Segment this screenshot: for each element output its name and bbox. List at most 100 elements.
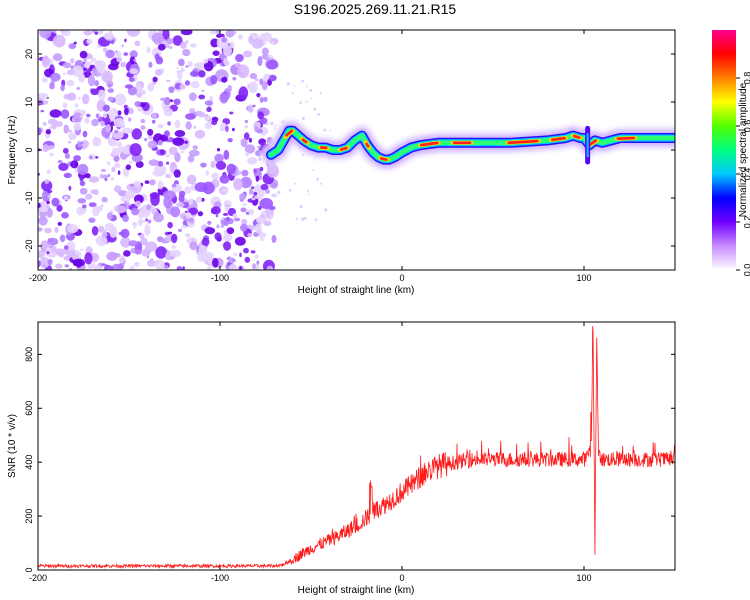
noise-blob <box>148 159 159 167</box>
noise-blob <box>221 188 229 194</box>
noise-blob <box>105 123 112 133</box>
noise-blob <box>113 118 125 128</box>
noise-blob <box>244 144 256 154</box>
noise-speck <box>307 189 310 192</box>
spectrogram-y-tick-label: 10 <box>24 97 34 107</box>
noise-blob <box>204 100 214 106</box>
noise-blob <box>61 212 69 219</box>
noise-blob <box>47 237 59 246</box>
signal-hot-red <box>572 134 581 139</box>
noise-blob <box>127 86 138 96</box>
noise-blob <box>266 59 279 70</box>
noise-blob <box>134 200 142 207</box>
noise-blob <box>39 30 52 39</box>
noise-blob <box>100 204 104 208</box>
colorbar-tick-label: 0.0 <box>742 264 750 277</box>
noise-blob <box>181 224 187 229</box>
noise-blob <box>62 147 69 154</box>
noise-blob <box>190 43 197 48</box>
noise-blob <box>66 241 76 251</box>
noise-blob <box>182 49 191 57</box>
noise-blob <box>103 265 114 270</box>
noise-blob <box>63 172 72 179</box>
noise-blob <box>47 118 58 125</box>
figure-title: S196.2025.269.11.21.R15 <box>294 1 457 17</box>
noise-blob <box>247 157 258 165</box>
noise-blob <box>58 162 69 171</box>
noise-blob <box>241 169 249 177</box>
noise-blob <box>263 96 268 102</box>
noise-blob <box>210 206 221 215</box>
noise-blob <box>106 161 111 166</box>
noise-blob <box>140 237 148 246</box>
noise-blob <box>44 179 50 185</box>
noise-blob <box>187 61 193 67</box>
noise-blob <box>144 137 148 142</box>
snr-y-tick-label: 200 <box>24 509 34 524</box>
noise-blob <box>46 251 50 255</box>
colorbar-tick-label: 0.8 <box>742 72 750 85</box>
noise-speck <box>301 217 305 221</box>
snr-y-tick-label: 600 <box>24 401 34 416</box>
noise-blob <box>107 63 119 71</box>
noise-blob <box>128 240 139 247</box>
noise-blob <box>222 233 233 242</box>
noise-blob <box>241 218 248 225</box>
noise-blob <box>117 170 121 175</box>
noise-blob <box>204 115 212 121</box>
noise-blob <box>39 92 49 100</box>
noise-blob <box>221 37 227 43</box>
noise-speck <box>324 208 328 212</box>
noise-blob <box>256 216 267 224</box>
noise-speck <box>319 92 322 95</box>
noise-blob <box>259 96 264 103</box>
noise-speck <box>273 127 276 130</box>
noise-blob <box>202 181 215 195</box>
noise-blob <box>194 62 206 69</box>
noise-speck <box>295 217 298 220</box>
noise-blob <box>157 139 163 146</box>
snr-frame <box>37 321 676 571</box>
noise-blob <box>147 259 156 267</box>
noise-blob <box>259 198 274 209</box>
noise-blob <box>47 258 53 266</box>
noise-blob <box>44 100 49 105</box>
noise-blob <box>238 34 243 40</box>
noise-blob <box>95 113 99 118</box>
noise-blob <box>102 174 109 179</box>
noise-blob <box>79 176 84 182</box>
noise-speck <box>299 101 302 104</box>
noise-blob <box>198 70 206 78</box>
noise-blob <box>46 200 50 205</box>
noise-blob <box>145 218 148 222</box>
noise-blob <box>79 50 88 59</box>
noise-blob <box>90 57 97 63</box>
noise-blob <box>178 190 186 197</box>
noise-blob <box>92 254 97 261</box>
colorbar-tick-label: 0.4 <box>742 168 750 181</box>
noise-blob <box>189 241 198 251</box>
noise-blob <box>54 226 59 233</box>
noise-blob <box>136 106 143 112</box>
snr-y-label: SNR (10 * v/v) <box>7 414 18 478</box>
noise-blob <box>157 123 164 129</box>
noise-blob <box>184 210 188 213</box>
noise-blob <box>266 164 280 178</box>
noise-blob <box>85 193 93 200</box>
noise-blob <box>223 200 232 209</box>
noise-blob <box>147 140 158 149</box>
noise-blob <box>179 84 186 90</box>
noise-blob <box>257 56 263 67</box>
noise-blob <box>259 237 264 242</box>
snr-x-label: Height of straight line (km) <box>298 585 415 596</box>
noise-blob <box>91 226 99 236</box>
spectrogram-noise <box>38 30 332 270</box>
noise-blob <box>180 67 185 73</box>
noise-speck <box>310 97 313 100</box>
noise-blob <box>79 180 86 187</box>
noise-blob <box>111 130 124 140</box>
colorbar-label: Normalized spectral amplitude <box>738 82 749 217</box>
noise-blob <box>79 187 88 195</box>
noise-speck <box>270 121 274 126</box>
